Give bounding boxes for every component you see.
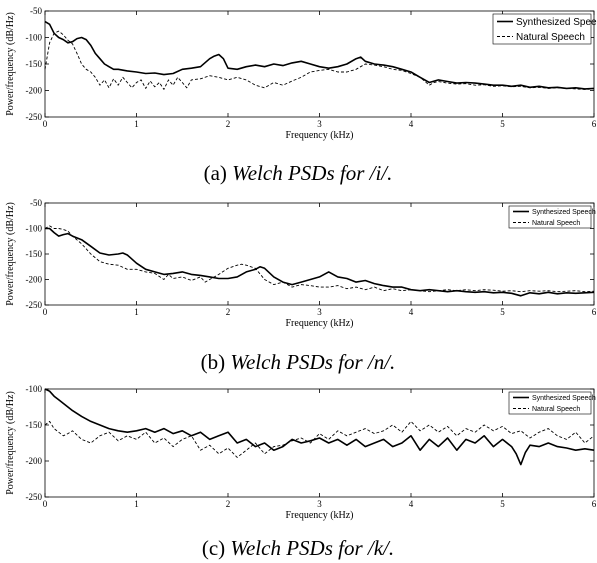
legend-label: Synthesized Speech <box>532 209 596 216</box>
y-tick-label: -200 <box>26 456 43 466</box>
panel-a: 0 1 2 3 4 5 6 -250 -200 -150 -100 -50 Frequency (kHz… <box>5 6 597 185</box>
x-tick-label: 2 <box>226 119 231 129</box>
legend-box <box>508 391 592 415</box>
y-tick-label: -100 <box>26 224 43 234</box>
series-line-synthesized <box>44 388 595 466</box>
legend-label: Natural Speech <box>516 32 585 43</box>
legend-label: Synthesized Speech <box>516 17 597 28</box>
y-axis-label: Power/frequency (dB/Hz) <box>5 391 16 495</box>
y-tick-label: -200 <box>26 275 43 285</box>
x-axis-label: Frequency (kHz) <box>285 510 353 521</box>
panel-b: 0 1 2 3 4 5 6 -250 -200 -150 -100 -50 Frequency (kHz… <box>5 198 597 374</box>
x-tick-label: 0 <box>43 119 48 129</box>
y-tick-label: -150 <box>26 59 43 69</box>
caption-b: (b) Welch PSDs for /n/. <box>201 350 396 374</box>
legend: Synthesized Speech Natural Speech <box>492 13 597 45</box>
series-line-synthesized <box>44 20 595 90</box>
plot-area-c: 0 1 2 3 4 5 6 -250 -200 -150 -100 Frequency (kHz) Po… <box>5 384 597 521</box>
y-tick-label: -150 <box>26 420 43 430</box>
x-tick-label: 2 <box>226 307 231 317</box>
x-tick-label: 6 <box>592 119 597 129</box>
legend-box <box>492 13 592 45</box>
y-tick-label: -50 <box>30 6 42 16</box>
caption-c: (c) Welch PSDs for /k/. <box>202 536 394 560</box>
x-tick-label: 2 <box>226 499 231 509</box>
x-tick-label: 5 <box>500 499 505 509</box>
y-tick-label: -250 <box>26 112 43 122</box>
series-line-natural <box>44 30 595 90</box>
x-tick-label: 1 <box>134 499 139 509</box>
legend-box <box>508 205 592 229</box>
y-tick-label: -100 <box>26 384 43 394</box>
legend-label: Natural Speech <box>532 220 580 227</box>
x-tick-label: 0 <box>43 307 48 317</box>
caption-a: (a) Welch PSDs for /i/. <box>204 161 393 185</box>
x-axis-label: Frequency (kHz) <box>285 318 353 329</box>
x-axis-label: Frequency (kHz) <box>285 130 353 141</box>
x-tick-label: 5 <box>500 307 505 317</box>
y-tick-label: -250 <box>26 492 43 502</box>
panel-c: 0 1 2 3 4 5 6 -250 -200 -150 -100 Frequency (kHz) Po… <box>5 384 597 560</box>
legend-label: Natural Speech <box>532 406 580 413</box>
legend: Synthesized Speech Natural Speech <box>508 391 596 415</box>
x-tick-label: 3 <box>317 307 322 317</box>
x-tick-label: 3 <box>317 499 322 509</box>
x-tick-label: 4 <box>409 499 414 509</box>
x-tick-label: 1 <box>134 119 139 129</box>
y-axis-label: Power/frequency (dB/Hz) <box>5 202 16 306</box>
series-line-natural <box>44 420 595 458</box>
y-axis-label: Power/frequency (dB/Hz) <box>5 12 16 116</box>
x-tick-label: 4 <box>409 307 414 317</box>
plot-area-a: 0 1 2 3 4 5 6 -250 -200 -150 -100 -50 Frequency (kHz… <box>5 6 597 141</box>
x-tick-label: 0 <box>43 499 48 509</box>
x-tick-label: 6 <box>592 499 597 509</box>
x-tick-label: 1 <box>134 307 139 317</box>
y-tick-label: -250 <box>26 300 43 310</box>
plot-area-b: 0 1 2 3 4 5 6 -250 -200 -150 -100 -50 Frequency (kHz… <box>5 198 597 329</box>
x-tick-label: 5 <box>500 119 505 129</box>
legend: Synthesized Speech Natural Speech <box>508 205 596 229</box>
y-tick-label: -150 <box>26 249 43 259</box>
y-tick-label: -50 <box>30 198 42 208</box>
y-tick-label: -200 <box>26 86 43 96</box>
x-tick-label: 3 <box>317 119 322 129</box>
y-tick-label: -100 <box>26 33 43 43</box>
legend-label: Synthesized Speech <box>532 395 596 402</box>
series-line-synthesized <box>45 227 595 297</box>
series-line-natural <box>44 225 595 293</box>
x-tick-label: 4 <box>409 119 414 129</box>
x-tick-label: 6 <box>592 307 597 317</box>
